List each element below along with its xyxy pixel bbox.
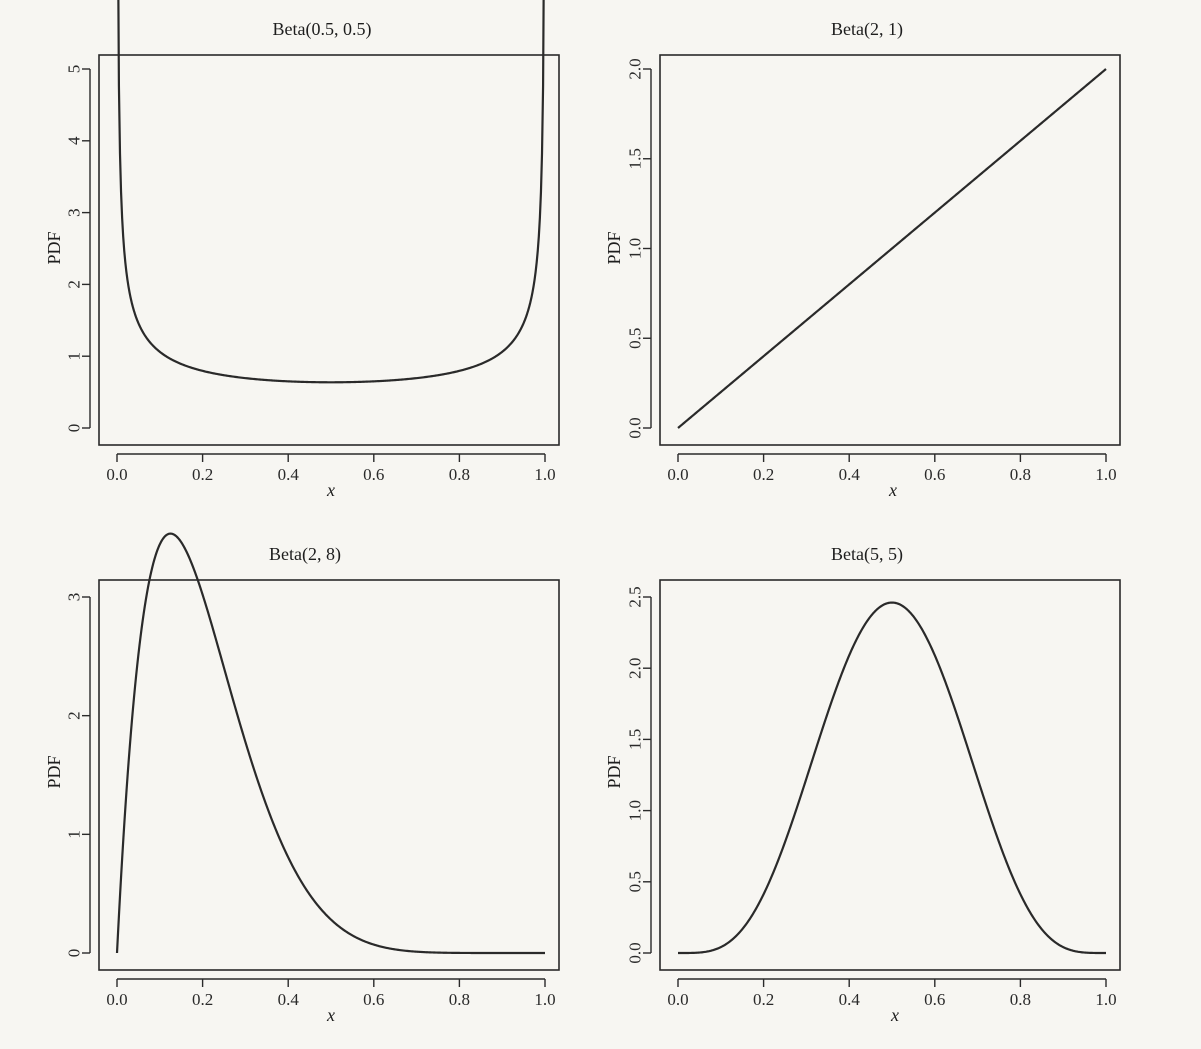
x-tick-label: 0.8: [1010, 990, 1031, 1009]
panel-1-title: Beta(0.5, 0.5): [273, 19, 372, 40]
panel-2-xlabel: x: [888, 480, 897, 500]
x-tick-label: 0.6: [924, 990, 945, 1009]
panel-2-frame: [659, 54, 1121, 446]
y-tick-label: 2.0: [626, 658, 645, 679]
panel-3-xlabel: x: [326, 1005, 335, 1025]
x-tick-label: 1.0: [1095, 990, 1116, 1009]
x-tick-label: 0.0: [667, 465, 688, 484]
y-tick-label: 1: [65, 830, 84, 839]
panel-3-ylabel: PDF: [44, 755, 64, 788]
x-tick-label: 0.2: [753, 990, 774, 1009]
panel-1-curve: [117, 0, 545, 384]
y-tick-label: 1.5: [626, 729, 645, 750]
y-tick-label: 1.5: [626, 148, 645, 169]
y-tick-label: 4: [65, 136, 84, 145]
x-tick-label: 0.6: [924, 465, 945, 484]
panel-1-x-axis: 0.0 0.2 0.4 0.6 0.8 1.0: [106, 453, 556, 484]
y-tick-label: 0: [65, 424, 84, 433]
panel-4-title: Beta(5, 5): [831, 544, 903, 565]
panel-1-y-axis: 0 1 2 3 4 5: [65, 65, 91, 433]
y-tick-label: 2: [65, 280, 84, 289]
panel-3: Beta(2, 8) PDF x 0.0 0.2 0.4 0.6 0.8 1.0 0 1 2 3: [44, 532, 560, 1025]
y-tick-label: 1.0: [626, 238, 645, 259]
panel-4-xlabel: x: [890, 1005, 899, 1025]
x-tick-label: 0.8: [449, 990, 470, 1009]
x-tick-label: 0.0: [106, 465, 127, 484]
panel-1-xlabel: x: [326, 480, 335, 500]
panel-3-frame: [98, 579, 560, 971]
panel-3-curve: [115, 532, 546, 955]
panel-1-ylabel: PDF: [44, 231, 64, 264]
x-tick-label: 0.6: [363, 990, 384, 1009]
panel-4: Beta(5, 5) PDF x 0.0 0.2 0.4 0.6 0.8 1.0 0.00…: [604, 544, 1121, 1025]
panel-2-curve: [677, 68, 1107, 429]
panel-2: Beta(2, 1) PDF x 0.0 0.2 0.4 0.6 0.8 1.0 0.00…: [604, 19, 1121, 500]
panel-2-x-axis: 0.0 0.2 0.4 0.6 0.8 1.0: [667, 453, 1117, 484]
x-tick-label: 0.4: [839, 990, 861, 1009]
panel-2-y-axis: 0.0 0.5 1.0 1.5 2.0: [626, 58, 652, 439]
x-tick-label: 0.8: [1010, 465, 1031, 484]
y-tick-label: 2: [65, 711, 84, 720]
panel-4-frame: [659, 579, 1121, 971]
panel-4-curve: [677, 601, 1107, 955]
x-tick-label: 1.0: [534, 465, 555, 484]
x-tick-label: 1.0: [534, 990, 555, 1009]
panel-4-ylabel: PDF: [604, 755, 624, 788]
y-tick-label: 2.5: [626, 586, 645, 607]
panel-3-x-axis: 0.0 0.2 0.4 0.6 0.8 1.0: [106, 978, 556, 1009]
y-tick-label: 0.5: [626, 328, 645, 349]
x-tick-label: 0.8: [449, 465, 470, 484]
panel-1: Beta(0.5, 0.5) PDF x 0.0 0.2 0.4 0.6 0.8 1.0 …: [44, 0, 560, 500]
panel-2-ylabel: PDF: [604, 231, 624, 264]
y-tick-label: 1: [65, 352, 84, 361]
x-tick-label: 0.4: [278, 990, 300, 1009]
y-tick-label: 0.0: [626, 417, 645, 438]
panel-3-y-axis: 0 1 2 3: [65, 593, 91, 958]
x-tick-label: 0.2: [192, 465, 213, 484]
y-tick-label: 0.5: [626, 871, 645, 892]
x-tick-label: 1.0: [1095, 465, 1116, 484]
x-tick-label: 0.2: [192, 990, 213, 1009]
panel-4-x-axis: 0.0 0.2 0.4 0.6 0.8 1.0: [667, 978, 1117, 1009]
y-tick-label: 3: [65, 593, 84, 602]
panel-1-frame: [98, 54, 560, 446]
y-tick-label: 0: [65, 949, 84, 958]
y-tick-label: 5: [65, 65, 84, 74]
x-tick-label: 0.4: [839, 465, 861, 484]
x-tick-label: 0.0: [106, 990, 127, 1009]
panel-2-title: Beta(2, 1): [831, 19, 903, 40]
panel-3-title: Beta(2, 8): [269, 544, 341, 565]
panel-4-y-axis: 0.0 0.5 1.0 1.5 2.0 2.5: [626, 586, 652, 964]
y-tick-label: 0.0: [626, 942, 645, 963]
y-tick-label: 1.0: [626, 800, 645, 821]
y-tick-label: 3: [65, 208, 84, 217]
x-tick-label: 0.6: [363, 465, 384, 484]
x-tick-label: 0.0: [667, 990, 688, 1009]
x-tick-label: 0.2: [753, 465, 774, 484]
y-tick-label: 2.0: [626, 58, 645, 79]
x-tick-label: 0.4: [278, 465, 300, 484]
